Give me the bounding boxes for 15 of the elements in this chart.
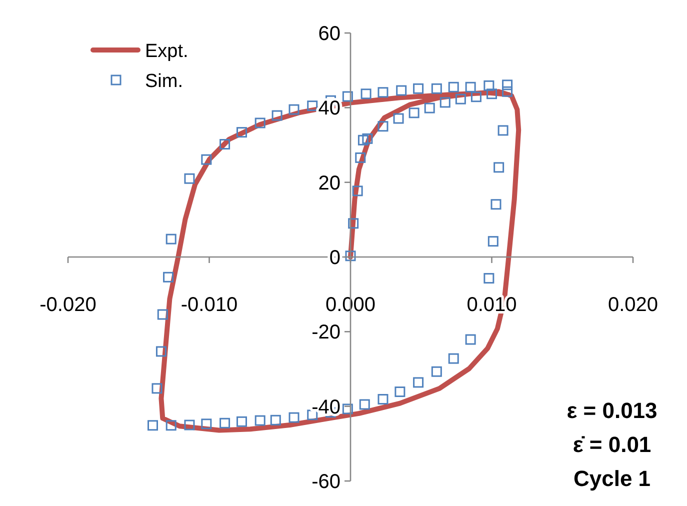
annotation: ε = 0.013 <box>566 398 658 423</box>
annotation: ε̇ = 0.01 <box>572 432 652 457</box>
y-tick-label: -40 <box>312 396 340 418</box>
x-tick-label: 0.000 <box>325 294 376 316</box>
legend-label: Sim. <box>145 71 183 92</box>
annotation: Cycle 1 <box>573 466 651 491</box>
y-tick-label: 60 <box>318 23 340 45</box>
y-tick-label: 0 <box>329 247 340 269</box>
x-tick-label: -0.020 <box>40 294 96 316</box>
legend-label: Expt. <box>145 41 188 62</box>
y-tick-label: -20 <box>312 322 340 344</box>
x-tick-label: -0.010 <box>180 294 238 316</box>
y-tick-label: -60 <box>312 471 340 493</box>
y-tick-label: 20 <box>318 172 340 194</box>
x-tick-label: 0.020 <box>608 294 658 316</box>
